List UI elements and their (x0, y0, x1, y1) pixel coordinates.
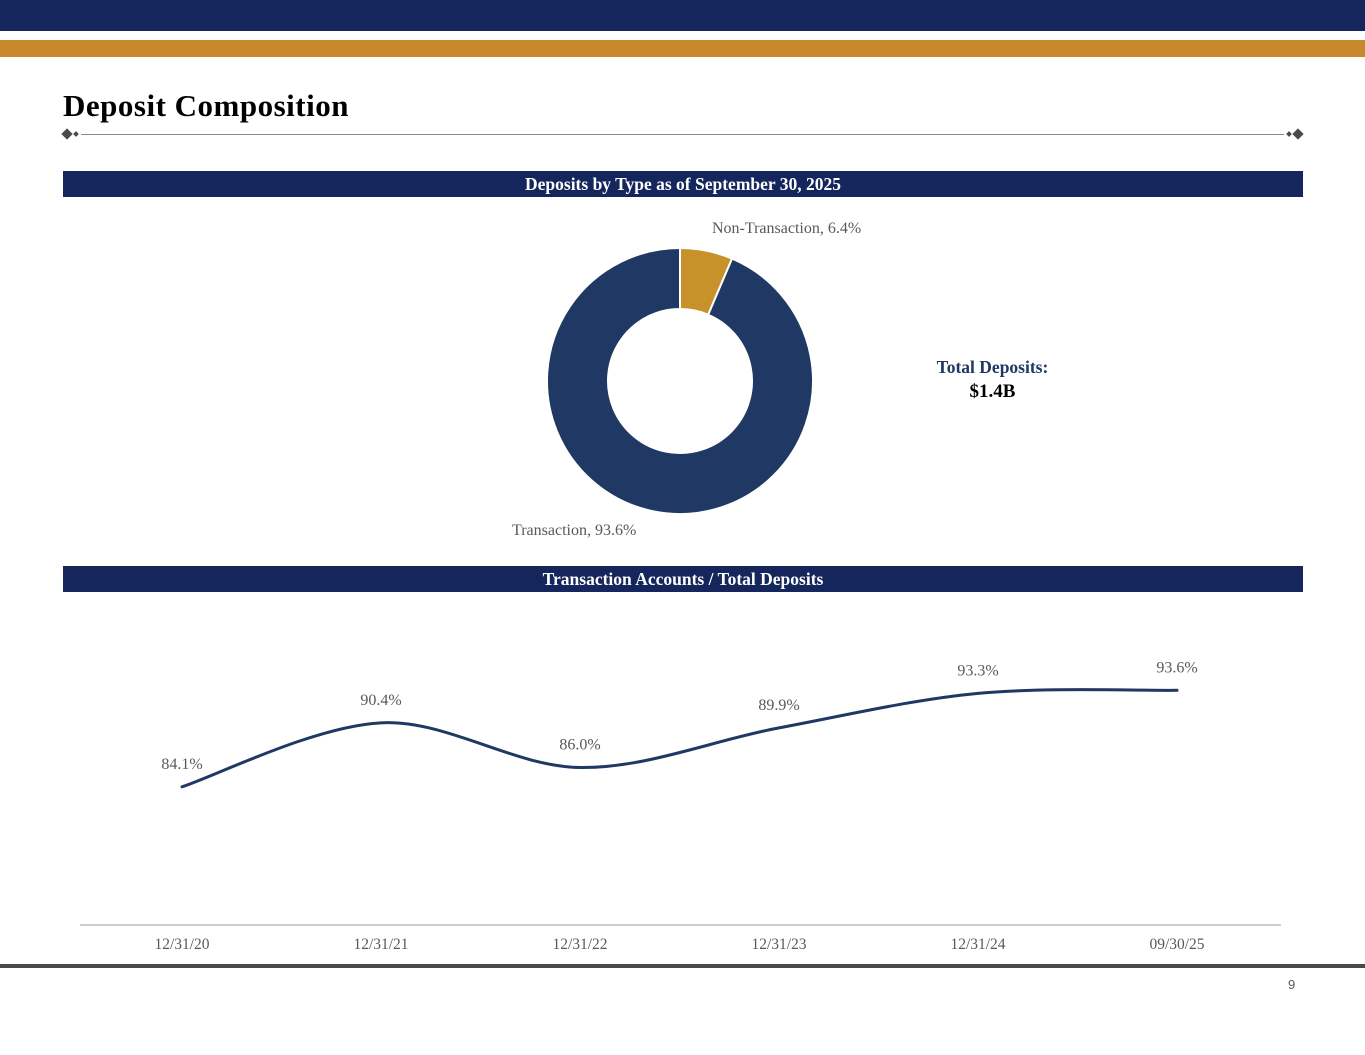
section-header-deposits-by-type: Deposits by Type as of September 30, 202… (63, 171, 1303, 197)
bottom-divider (0, 964, 1365, 968)
top-navy-bar (0, 0, 1365, 31)
donut-label-transaction: Transaction, 93.6% (512, 522, 637, 539)
x-axis-tick-label: 09/30/25 (1149, 936, 1204, 953)
donut-chart (546, 247, 814, 515)
transaction-ratio-line-chart: 84.1% 90.4% 86.0% 89.9% 93.3% 93.6% 12/31/20 12… (80, 659, 1281, 953)
diamond-ornament-left (61, 128, 73, 140)
page-title: Deposit Composition (63, 88, 349, 123)
donut-label-non-transaction: Non-Transaction, 6.4% (712, 220, 862, 237)
diamond-ornament-left-small (73, 131, 79, 137)
total-deposits-value: $1.4B (969, 381, 1016, 402)
line-series (180, 688, 1179, 789)
page-number: 9 (1288, 977, 1296, 992)
total-deposits-callout: Total Deposits: $1.4B (895, 357, 1090, 403)
x-axis-tick-label: 12/31/22 (552, 936, 607, 953)
total-deposits-label: Total Deposits: (936, 357, 1049, 377)
x-axis-tick-label: 12/31/23 (751, 936, 806, 953)
data-point-label: 93.3% (957, 662, 998, 679)
diamond-ornament-right-small (1286, 131, 1292, 137)
x-axis-tick-label: 12/31/24 (950, 936, 1005, 953)
section-header-transaction-ratio: Transaction Accounts / Total Deposits (63, 566, 1303, 592)
x-axis-tick-label: 12/31/20 (154, 936, 209, 953)
diamond-ornament-right (1292, 128, 1304, 140)
top-gold-bar (0, 40, 1365, 57)
data-point-label: 90.4% (360, 692, 401, 709)
x-axis-tick-label: 12/31/21 (353, 936, 408, 953)
data-point-label: 86.0% (559, 737, 600, 754)
data-point-label: 93.6% (1156, 659, 1197, 676)
data-point-label: 89.9% (758, 697, 799, 714)
title-divider-rule (61, 128, 1304, 140)
donut-slice (546, 247, 814, 515)
rule-line (81, 133, 1284, 135)
data-point-label: 84.1% (161, 756, 202, 773)
